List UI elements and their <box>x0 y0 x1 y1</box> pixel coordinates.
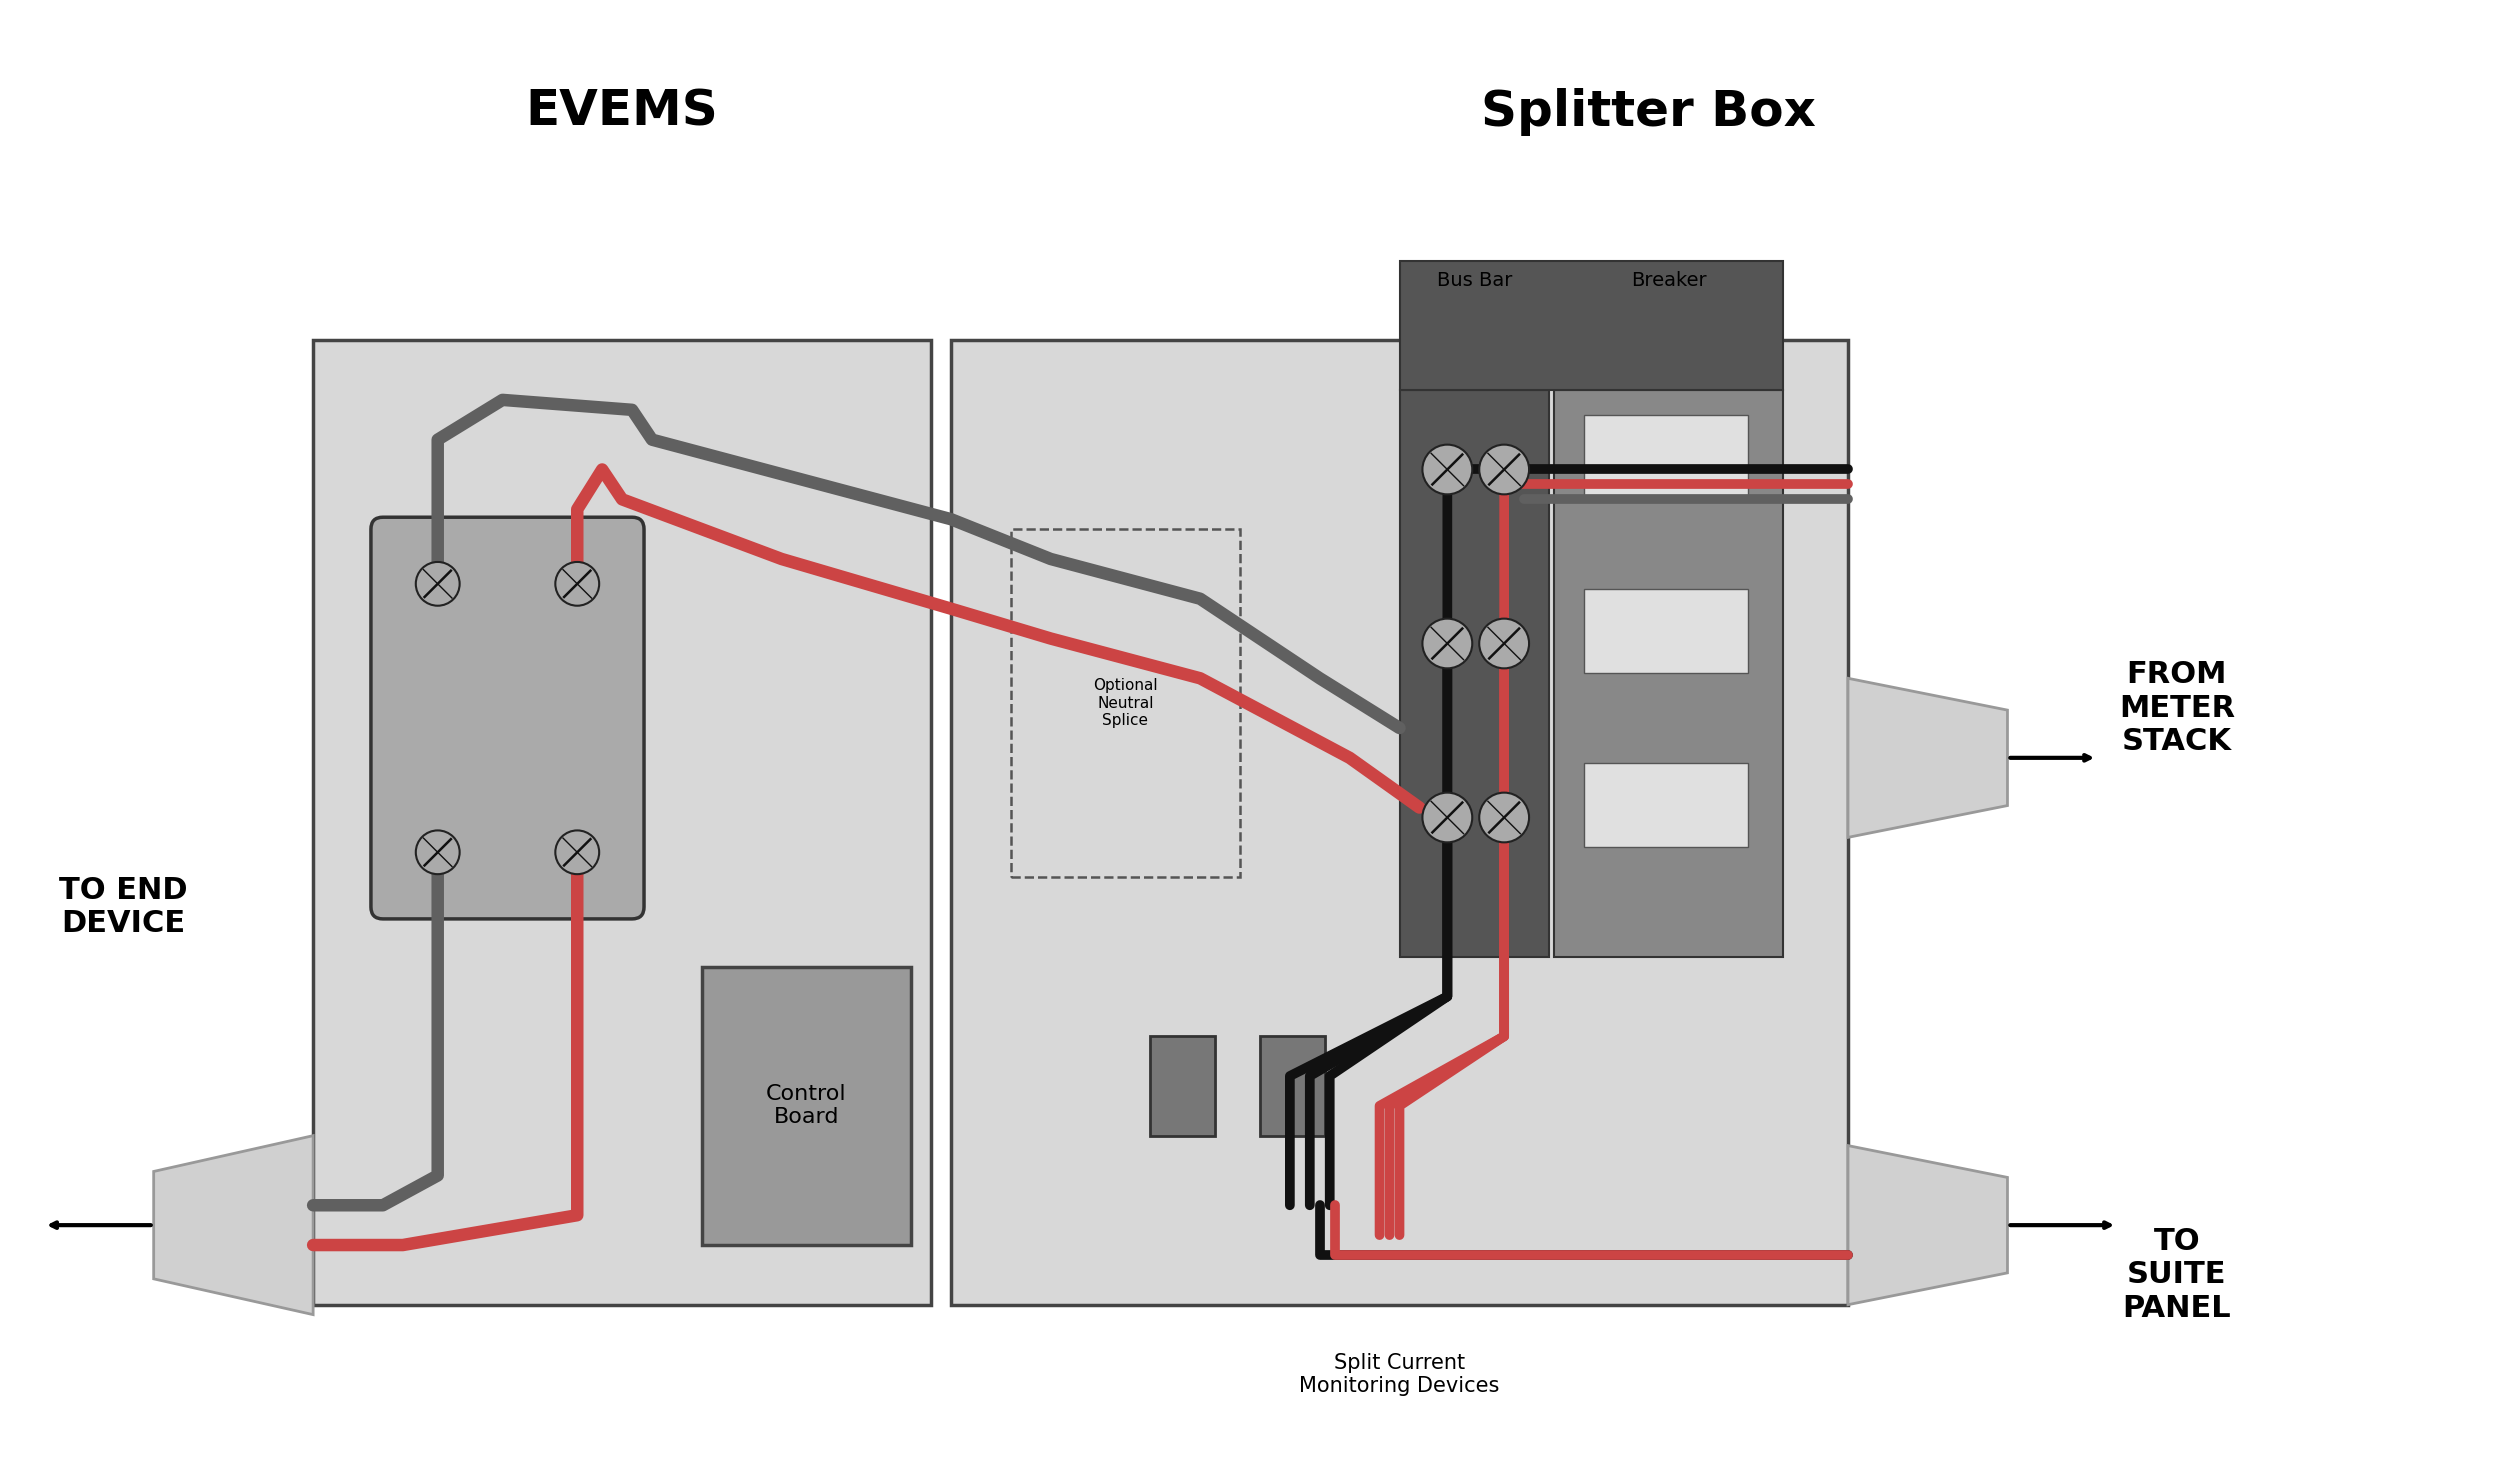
FancyBboxPatch shape <box>312 340 930 1305</box>
FancyBboxPatch shape <box>1585 763 1747 847</box>
FancyBboxPatch shape <box>950 340 1848 1305</box>
FancyBboxPatch shape <box>370 518 645 919</box>
FancyBboxPatch shape <box>1400 389 1550 956</box>
Circle shape <box>415 831 460 875</box>
Text: Control
Board: Control Board <box>765 1085 848 1127</box>
FancyBboxPatch shape <box>1585 416 1747 499</box>
Polygon shape <box>1848 678 2008 837</box>
FancyBboxPatch shape <box>1150 1037 1215 1136</box>
FancyBboxPatch shape <box>1585 589 1747 674</box>
Text: Optional
Neutral
Splice: Optional Neutral Splice <box>1092 678 1158 728</box>
Polygon shape <box>152 1136 312 1315</box>
Text: Breaker: Breaker <box>1630 271 1708 290</box>
Polygon shape <box>1848 1146 2008 1305</box>
FancyBboxPatch shape <box>1555 389 1782 956</box>
Text: FROM
METER
STACK: FROM METER STACK <box>2120 660 2235 757</box>
FancyBboxPatch shape <box>703 967 910 1245</box>
Circle shape <box>1422 618 1472 668</box>
Circle shape <box>415 561 460 605</box>
Text: TO END
DEVICE: TO END DEVICE <box>60 876 188 939</box>
Circle shape <box>1480 618 1530 668</box>
Circle shape <box>555 831 600 875</box>
Circle shape <box>1422 793 1472 843</box>
Text: Splitter Box: Splitter Box <box>1480 87 1815 136</box>
FancyBboxPatch shape <box>1260 1037 1325 1136</box>
FancyBboxPatch shape <box>1400 261 1782 389</box>
Circle shape <box>1422 445 1472 494</box>
Text: EVEMS: EVEMS <box>525 87 718 136</box>
Text: Bus Bar: Bus Bar <box>1438 271 1512 290</box>
Circle shape <box>1480 445 1530 494</box>
Circle shape <box>1480 793 1530 843</box>
Text: Split Current
Monitoring Devices: Split Current Monitoring Devices <box>1300 1353 1500 1395</box>
Circle shape <box>555 561 600 605</box>
Text: TO
SUITE
PANEL: TO SUITE PANEL <box>2122 1226 2230 1322</box>
